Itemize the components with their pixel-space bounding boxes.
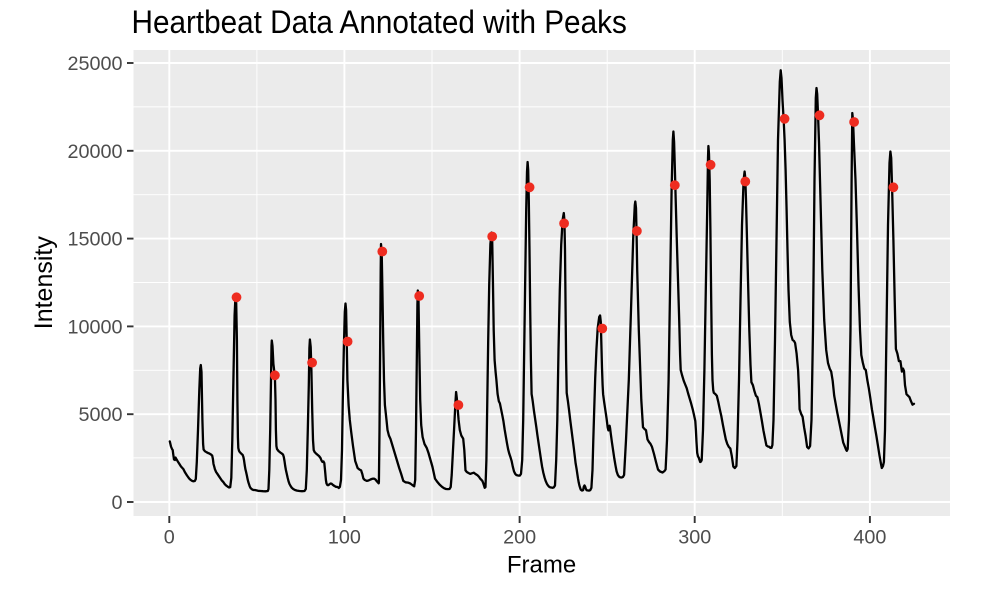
svg-text:10000: 10000 [67, 316, 122, 338]
svg-text:Intensity: Intensity [30, 236, 58, 330]
svg-text:5000: 5000 [78, 404, 122, 426]
svg-text:15000: 15000 [67, 229, 122, 251]
svg-text:20000: 20000 [67, 141, 122, 163]
svg-text:300: 300 [678, 527, 711, 549]
svg-text:Frame: Frame [507, 552, 576, 579]
svg-text:100: 100 [328, 527, 361, 549]
svg-text:0: 0 [164, 527, 175, 549]
svg-text:200: 200 [503, 527, 536, 549]
svg-text:25000: 25000 [67, 53, 122, 75]
svg-text:400: 400 [853, 527, 886, 549]
svg-text:Heartbeat Data Annotated with: Heartbeat Data Annotated with Peaks [132, 4, 627, 41]
svg-text:0: 0 [111, 492, 122, 514]
